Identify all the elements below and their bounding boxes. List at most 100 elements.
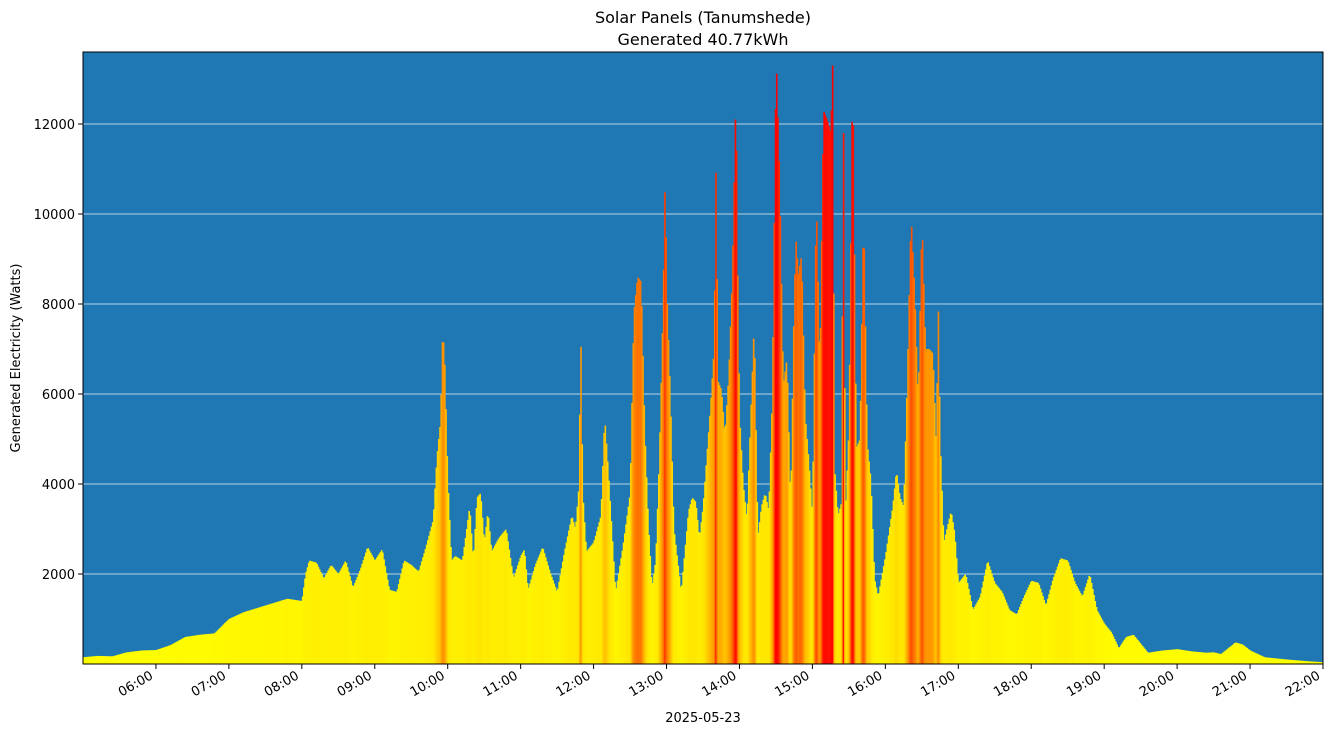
power-bar	[295, 600, 298, 664]
power-bar	[814, 245, 817, 664]
power-bar	[147, 650, 150, 664]
power-bar	[239, 613, 242, 664]
power-bar	[1218, 653, 1221, 664]
power-bar	[940, 456, 942, 664]
power-bar	[820, 241, 823, 664]
power-bar	[367, 548, 370, 664]
power-bar	[427, 540, 429, 664]
power-bar	[106, 656, 108, 664]
x-tick-label: 08:00	[262, 668, 302, 700]
power-bar	[126, 652, 129, 664]
power-bar	[323, 577, 326, 664]
power-bar	[834, 474, 836, 664]
power-bar	[875, 587, 878, 664]
power-bar	[341, 566, 344, 664]
y-tick-label: 12000	[34, 118, 75, 133]
power-bar	[782, 351, 784, 664]
power-bar	[211, 633, 214, 664]
power-bar	[722, 412, 725, 664]
power-bar	[431, 522, 434, 664]
power-bar	[1149, 652, 1151, 664]
power-bar	[1068, 566, 1071, 664]
power-bar	[508, 549, 511, 664]
power-bar	[390, 590, 393, 664]
power-bar	[685, 531, 688, 664]
power-bar	[520, 554, 523, 664]
power-bar	[761, 504, 763, 664]
power-bar	[412, 566, 415, 664]
power-bar	[479, 493, 481, 664]
power-bar	[326, 572, 328, 664]
power-bar	[112, 656, 114, 664]
power-bar	[1287, 659, 1290, 664]
power-bar	[608, 480, 610, 664]
power-bar	[1017, 610, 1020, 664]
power-bar	[827, 121, 829, 664]
power-bar	[204, 634, 207, 664]
power-bar	[1233, 643, 1235, 664]
power-bar	[1126, 636, 1128, 664]
power-bar	[1197, 652, 1200, 664]
power-bar	[1247, 649, 1250, 664]
power-bar	[1138, 641, 1140, 664]
power-bar	[513, 576, 515, 664]
power-bar	[146, 650, 148, 664]
power-bar	[512, 574, 514, 664]
power-bar	[1203, 652, 1206, 664]
power-bar	[1071, 573, 1073, 664]
power-bar	[549, 573, 552, 664]
power-bar	[976, 602, 979, 664]
power-bar	[501, 534, 503, 664]
power-bar	[1152, 651, 1155, 664]
power-bar	[672, 506, 675, 664]
power-bar	[1008, 608, 1010, 664]
power-bar	[259, 607, 261, 664]
power-bar	[186, 636, 188, 664]
power-bar	[428, 535, 430, 664]
power-bar	[771, 413, 773, 664]
power-bar	[531, 575, 534, 664]
power-bar	[358, 571, 361, 664]
power-bar	[117, 654, 119, 664]
power-bar	[666, 304, 669, 664]
power-bar	[957, 574, 959, 664]
power-bar	[169, 645, 171, 664]
data-bars	[83, 65, 1324, 665]
power-bar	[408, 563, 411, 664]
power-bar	[642, 355, 644, 664]
power-bar	[281, 600, 283, 664]
power-bar	[700, 522, 703, 664]
power-bar	[1093, 595, 1095, 664]
power-bar	[801, 281, 804, 664]
power-bar	[203, 634, 205, 664]
power-bar	[182, 638, 185, 664]
power-bar	[1066, 560, 1069, 664]
power-bar	[114, 655, 117, 664]
power-bar	[436, 451, 439, 664]
power-bar	[433, 509, 435, 664]
power-bar	[1268, 657, 1270, 664]
power-bar	[435, 467, 438, 664]
power-bar	[737, 275, 739, 664]
power-bar	[214, 632, 216, 664]
power-bar	[224, 623, 226, 664]
power-bar	[870, 496, 873, 664]
power-bar	[1111, 633, 1114, 664]
power-bar	[1220, 653, 1223, 664]
power-bar	[627, 506, 630, 664]
power-bar	[623, 533, 626, 664]
power-bar	[963, 576, 965, 664]
power-bar	[1013, 612, 1015, 664]
power-bar	[689, 504, 692, 664]
power-bar	[580, 346, 582, 664]
plot-frame	[82, 51, 1324, 665]
power-bar	[1028, 584, 1031, 664]
power-bar	[871, 529, 874, 664]
power-bar	[983, 575, 986, 664]
power-bar	[1167, 649, 1170, 664]
power-bar	[121, 653, 124, 664]
power-bar	[154, 650, 157, 664]
power-bar	[365, 552, 367, 664]
power-bar	[518, 561, 520, 664]
power-bar	[609, 500, 612, 664]
